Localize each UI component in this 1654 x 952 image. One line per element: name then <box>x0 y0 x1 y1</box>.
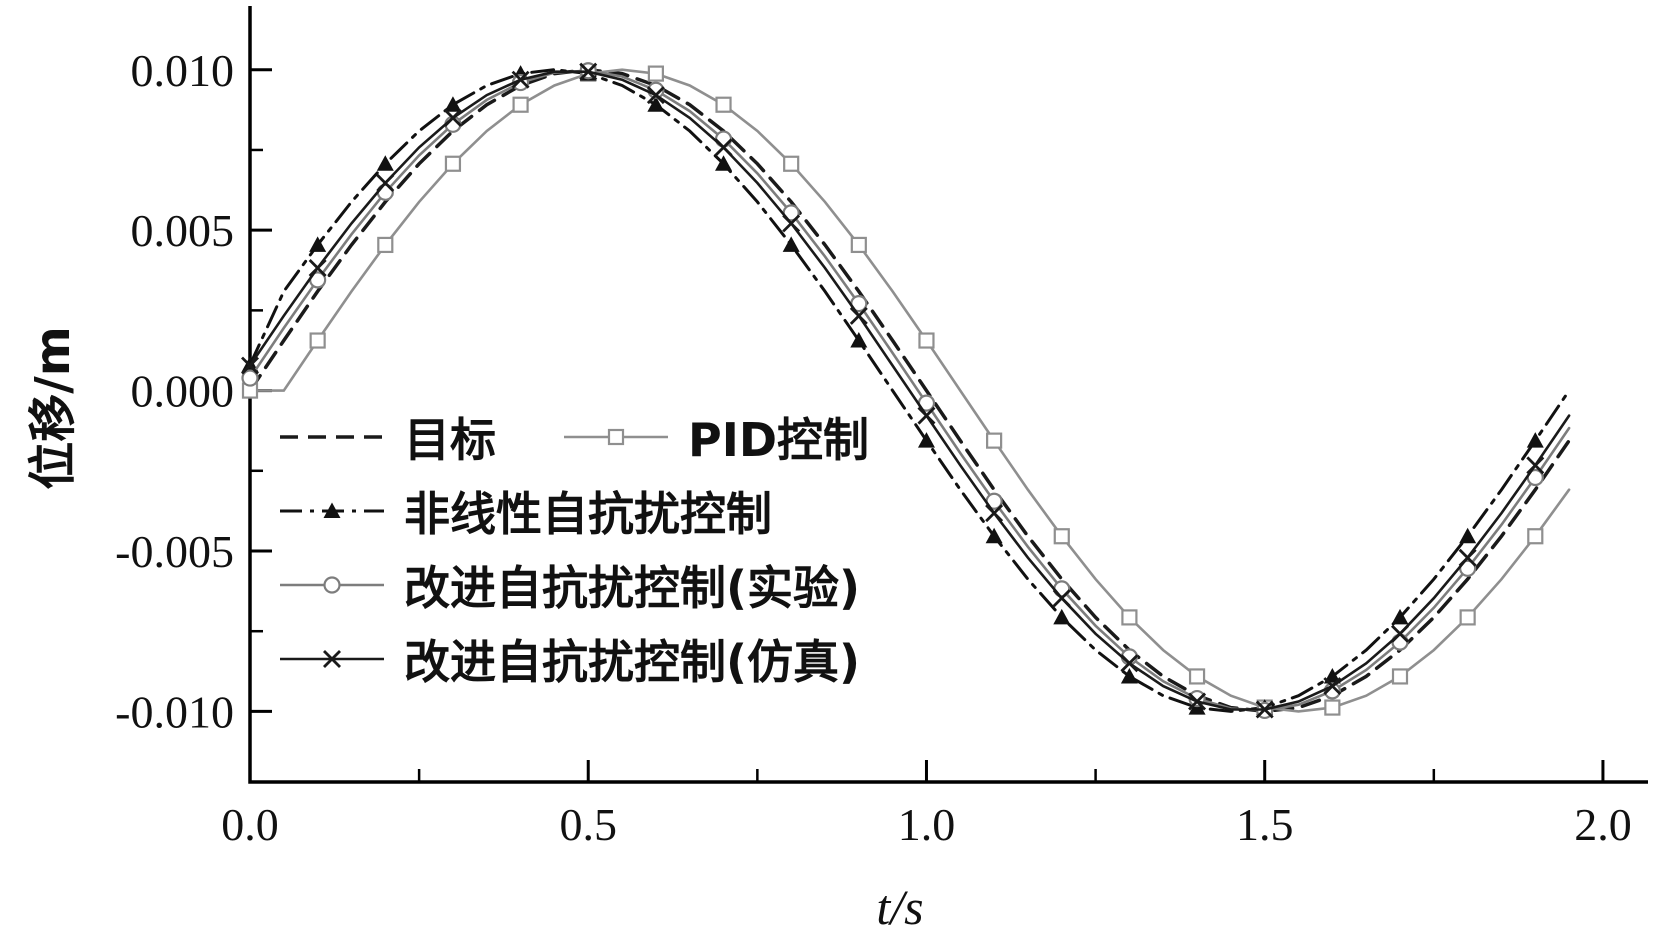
legend-label-improved-adrc-experiment: 改进自抗扰控制(实验) <box>404 561 861 615</box>
legend-line-sample-pid <box>564 428 668 446</box>
legend-row-2: 非线性自抗扰控制 <box>276 478 869 544</box>
legend-item-nonlinear-adrc: 非线性自抗扰控制 <box>276 478 772 544</box>
svg-text:-0.010: -0.010 <box>115 686 234 737</box>
legend-line-sample-improved-adrc-experiment <box>280 576 384 594</box>
legend: 目标 PID控制 非线性自抗扰控制 改进自抗扰控制(实验) 改进自抗扰控制(仿真… <box>276 404 869 692</box>
legend-item-pid: PID控制 <box>560 404 869 470</box>
svg-text:0.005: 0.005 <box>131 205 235 256</box>
legend-item-target: 目标 <box>276 404 496 470</box>
legend-label-nonlinear-adrc: 非线性自抗扰控制 <box>404 487 772 541</box>
x-axis-label: t/s <box>876 879 924 935</box>
svg-text:0.0: 0.0 <box>221 799 279 850</box>
legend-item-improved-adrc-simulation: 改进自抗扰控制(仿真) <box>276 626 860 692</box>
y-axis-label: 位移/m <box>25 326 81 490</box>
svg-text:0.000: 0.000 <box>131 366 235 417</box>
svg-text:0.010: 0.010 <box>131 45 235 96</box>
legend-line-sample-improved-adrc-simulation <box>280 650 384 668</box>
legend-line-sample-target <box>280 435 384 439</box>
legend-row-4: 改进自抗扰控制(仿真) <box>276 626 869 692</box>
legend-row-3: 改进自抗扰控制(实验) <box>276 552 869 618</box>
svg-text:1.5: 1.5 <box>1236 799 1294 850</box>
svg-text:2.0: 2.0 <box>1574 799 1632 850</box>
legend-label-pid: PID控制 <box>688 413 870 467</box>
svg-text:-0.005: -0.005 <box>115 526 234 577</box>
legend-item-improved-adrc-experiment: 改进自抗扰控制(实验) <box>276 552 860 618</box>
legend-label-target: 目标 <box>404 413 496 467</box>
svg-text:1.0: 1.0 <box>898 799 956 850</box>
legend-row-1: 目标 PID控制 <box>276 404 869 470</box>
legend-line-sample-nonlinear-adrc <box>280 502 384 518</box>
legend-label-improved-adrc-simulation: 改进自抗扰控制(仿真) <box>404 635 861 689</box>
svg-text:0.5: 0.5 <box>559 799 617 850</box>
